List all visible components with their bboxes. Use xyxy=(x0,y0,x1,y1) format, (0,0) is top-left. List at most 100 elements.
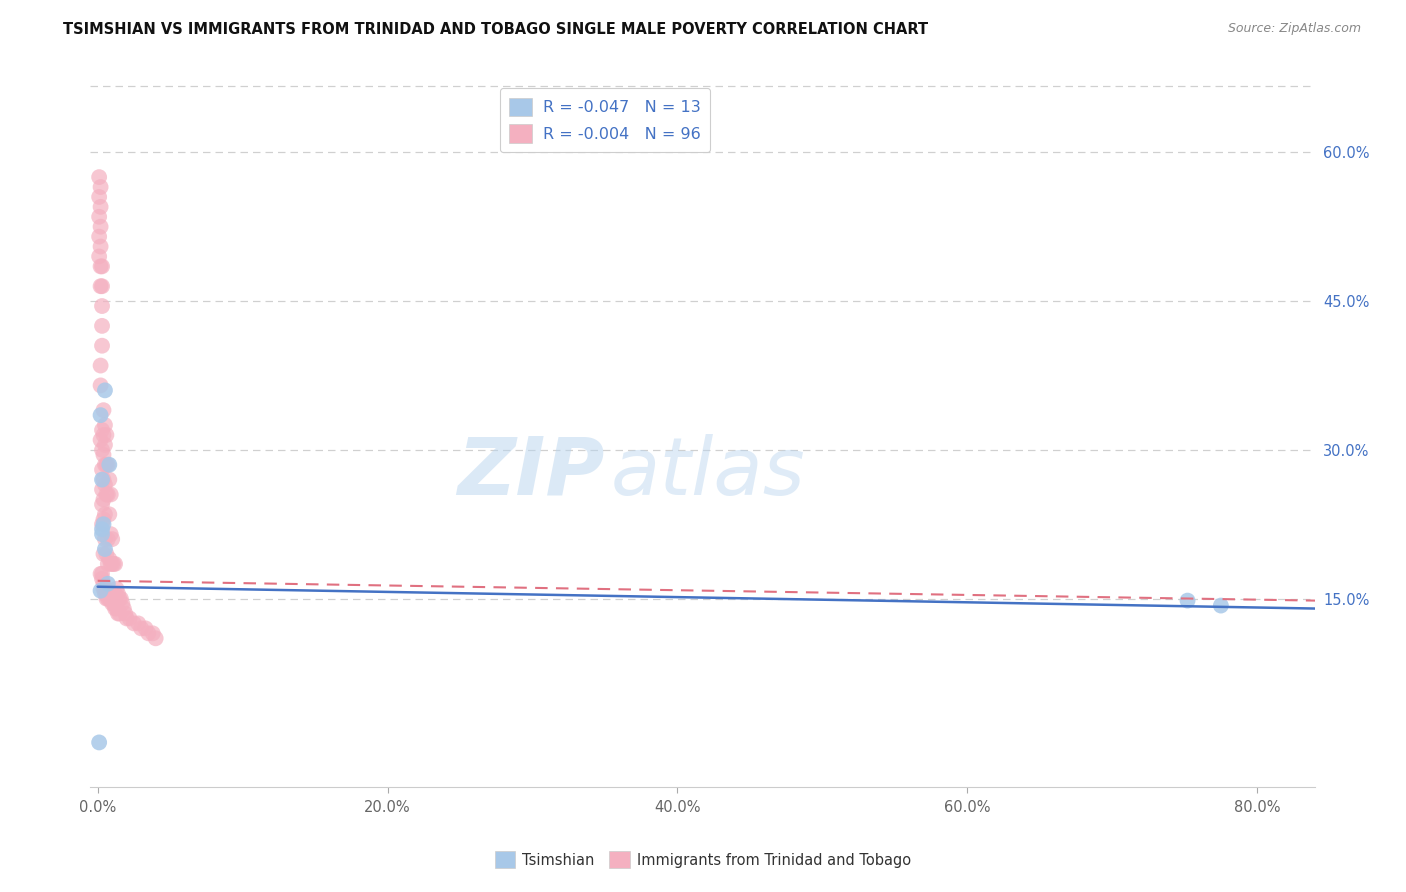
Point xyxy=(97,587,120,601)
Point xyxy=(90,566,112,581)
Point xyxy=(94,458,117,472)
Point xyxy=(145,632,167,646)
Point xyxy=(100,527,122,541)
Point xyxy=(89,229,111,244)
Point xyxy=(105,601,128,615)
Point xyxy=(91,566,114,581)
Point xyxy=(90,408,112,422)
Point xyxy=(93,403,115,417)
Point xyxy=(111,597,134,611)
Point xyxy=(97,532,120,546)
Point xyxy=(91,299,114,313)
Point xyxy=(93,582,115,596)
Text: Source: ZipAtlas.com: Source: ZipAtlas.com xyxy=(1227,22,1361,36)
Point xyxy=(91,517,114,532)
Point xyxy=(100,487,122,501)
Point xyxy=(93,576,115,591)
Point xyxy=(90,433,112,447)
Point xyxy=(90,378,112,392)
Point xyxy=(91,527,114,541)
Legend: R = -0.047   N = 13, R = -0.004   N = 96: R = -0.047 N = 13, R = -0.004 N = 96 xyxy=(499,88,710,153)
Point xyxy=(97,557,120,571)
Point xyxy=(107,587,129,601)
Point xyxy=(91,423,114,437)
Point xyxy=(1177,593,1199,607)
Point xyxy=(89,170,111,185)
Point xyxy=(91,572,114,586)
Point xyxy=(96,587,118,601)
Point xyxy=(108,607,131,621)
Point xyxy=(89,210,111,224)
Point xyxy=(129,621,152,635)
Point xyxy=(90,359,112,373)
Point xyxy=(93,517,115,532)
Point xyxy=(101,597,124,611)
Point xyxy=(89,735,111,749)
Point xyxy=(94,587,117,601)
Point xyxy=(96,428,118,442)
Point xyxy=(100,591,122,606)
Point xyxy=(94,384,117,398)
Point xyxy=(97,458,120,472)
Point xyxy=(91,442,114,457)
Point xyxy=(104,557,127,571)
Point xyxy=(103,591,125,606)
Point xyxy=(90,279,112,293)
Point xyxy=(97,591,120,606)
Point xyxy=(96,547,118,561)
Point xyxy=(98,508,121,522)
Point xyxy=(101,587,124,601)
Point xyxy=(127,616,149,631)
Point xyxy=(91,497,114,511)
Point xyxy=(98,473,121,487)
Point xyxy=(98,458,121,472)
Point xyxy=(93,547,115,561)
Point xyxy=(96,487,118,501)
Point xyxy=(90,260,112,274)
Point xyxy=(107,607,129,621)
Point xyxy=(142,626,165,640)
Point xyxy=(94,532,117,546)
Text: atlas: atlas xyxy=(612,434,806,512)
Point xyxy=(91,339,114,353)
Point xyxy=(94,477,117,491)
Point xyxy=(103,597,125,611)
Point xyxy=(93,448,115,462)
Point xyxy=(97,487,120,501)
Text: ZIP: ZIP xyxy=(457,434,605,512)
Point xyxy=(94,438,117,452)
Point xyxy=(94,542,117,557)
Point xyxy=(90,239,112,253)
Point xyxy=(108,591,131,606)
Point xyxy=(122,616,145,631)
Point xyxy=(103,557,125,571)
Point xyxy=(96,591,118,606)
Point xyxy=(90,180,112,194)
Point xyxy=(91,522,114,536)
Point xyxy=(1209,599,1232,613)
Point xyxy=(90,583,112,598)
Point xyxy=(100,557,122,571)
Point xyxy=(110,591,132,606)
Point xyxy=(90,219,112,234)
Point xyxy=(101,532,124,546)
Point xyxy=(104,601,127,615)
Point xyxy=(98,552,121,566)
Point xyxy=(89,190,111,204)
Point xyxy=(104,587,127,601)
Point xyxy=(91,279,114,293)
Point xyxy=(134,621,156,635)
Point xyxy=(98,587,121,601)
Point xyxy=(91,473,114,487)
Point xyxy=(90,200,112,214)
Point xyxy=(91,260,114,274)
Point xyxy=(115,611,138,625)
Point xyxy=(91,318,114,333)
Point xyxy=(91,483,114,497)
Point xyxy=(91,463,114,477)
Point xyxy=(112,601,135,615)
Point xyxy=(89,250,111,264)
Point xyxy=(138,626,160,640)
Legend: Tsimshian, Immigrants from Trinidad and Tobago: Tsimshian, Immigrants from Trinidad and … xyxy=(489,846,917,874)
Point xyxy=(93,512,115,526)
